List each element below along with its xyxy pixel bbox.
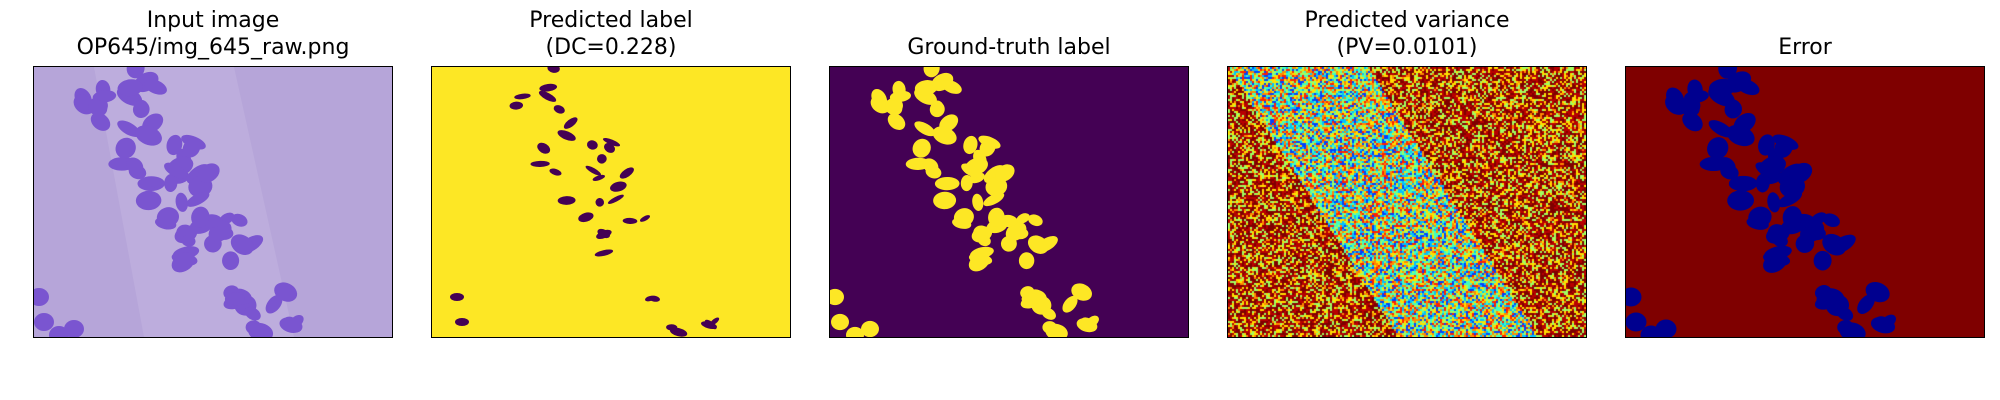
panel-title-line1: Predicted variance [1304,8,1510,33]
predicted-label-image [431,66,791,338]
panel-title-line1: Predicted label [529,8,693,33]
ground-truth-label-image [829,66,1189,338]
panel-title-line2: Ground-truth label [907,35,1111,60]
panel-predicted-label: Predicted label (DC=0.228) [431,0,791,400]
panel-error: Error [1625,0,1985,400]
panel-input-image: Input image OP645/img_645_raw.png [33,0,393,400]
panel-predicted-variance: Predicted variance (PV=0.0101) [1227,0,1587,400]
panel-title-line1: Input image [146,8,280,33]
input-image [33,66,393,338]
panel-title-line2: (DC=0.228) [545,35,677,60]
error-image [1625,66,1985,338]
panel-title-line2: OP645/img_645_raw.png [76,35,350,60]
predicted-variance-image [1227,66,1587,338]
panel-title-line2: Error [1778,35,1832,60]
panel-title-line2: (PV=0.0101) [1336,35,1478,60]
panel-ground-truth-label: Ground-truth label [829,0,1189,400]
